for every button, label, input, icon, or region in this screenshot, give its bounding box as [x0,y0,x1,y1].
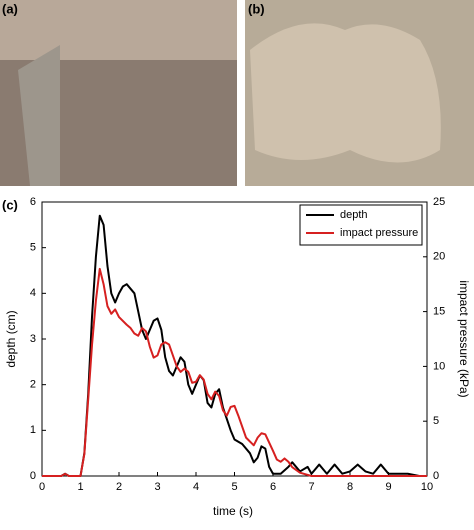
y-tick-label: 2 [30,379,36,391]
series-line [42,267,427,477]
photo-a-channel [18,45,60,186]
panel-label: (c) [2,197,18,212]
y-tick-label: 0 [30,470,36,482]
series-line [42,214,420,477]
y-axis-label: depth (cm) [4,310,18,367]
x-tick-label: 2 [116,481,122,493]
y2-tick-label: 10 [433,360,445,372]
legend-box [299,204,423,246]
panel-label: (b) [248,1,265,16]
y2-tick-label: 25 [433,196,445,208]
y-tick-label: 3 [30,333,36,345]
legend-label: depth [340,209,368,221]
y2-tick-label: 5 [433,415,439,427]
x-axis-label: time (s) [213,504,253,518]
y-tick-label: 5 [30,242,36,254]
x-tick-label: 10 [421,481,433,493]
panel-label: (a) [2,1,18,16]
x-tick-label: 6 [270,481,276,493]
x-tick-label: 7 [308,481,314,493]
photo-a-sky [0,0,237,60]
legend-label: impact pressure [340,227,418,239]
x-tick-label: 0 [39,481,45,493]
y-tick-label: 6 [30,196,36,208]
photo-b-deposit [250,23,441,163]
x-tick-label: 5 [231,481,237,493]
y2-axis-label: impact pressure (kPa) [457,280,471,397]
x-tick-label: 8 [347,481,353,493]
y2-tick-label: 15 [433,306,445,318]
y-tick-label: 4 [30,287,36,299]
x-tick-label: 3 [154,481,160,493]
x-tick-label: 4 [193,481,199,493]
y-tick-label: 1 [30,424,36,436]
y2-tick-label: 0 [433,470,439,482]
y2-tick-label: 20 [433,251,445,263]
x-tick-label: 9 [385,481,391,493]
x-tick-label: 1 [77,481,83,493]
